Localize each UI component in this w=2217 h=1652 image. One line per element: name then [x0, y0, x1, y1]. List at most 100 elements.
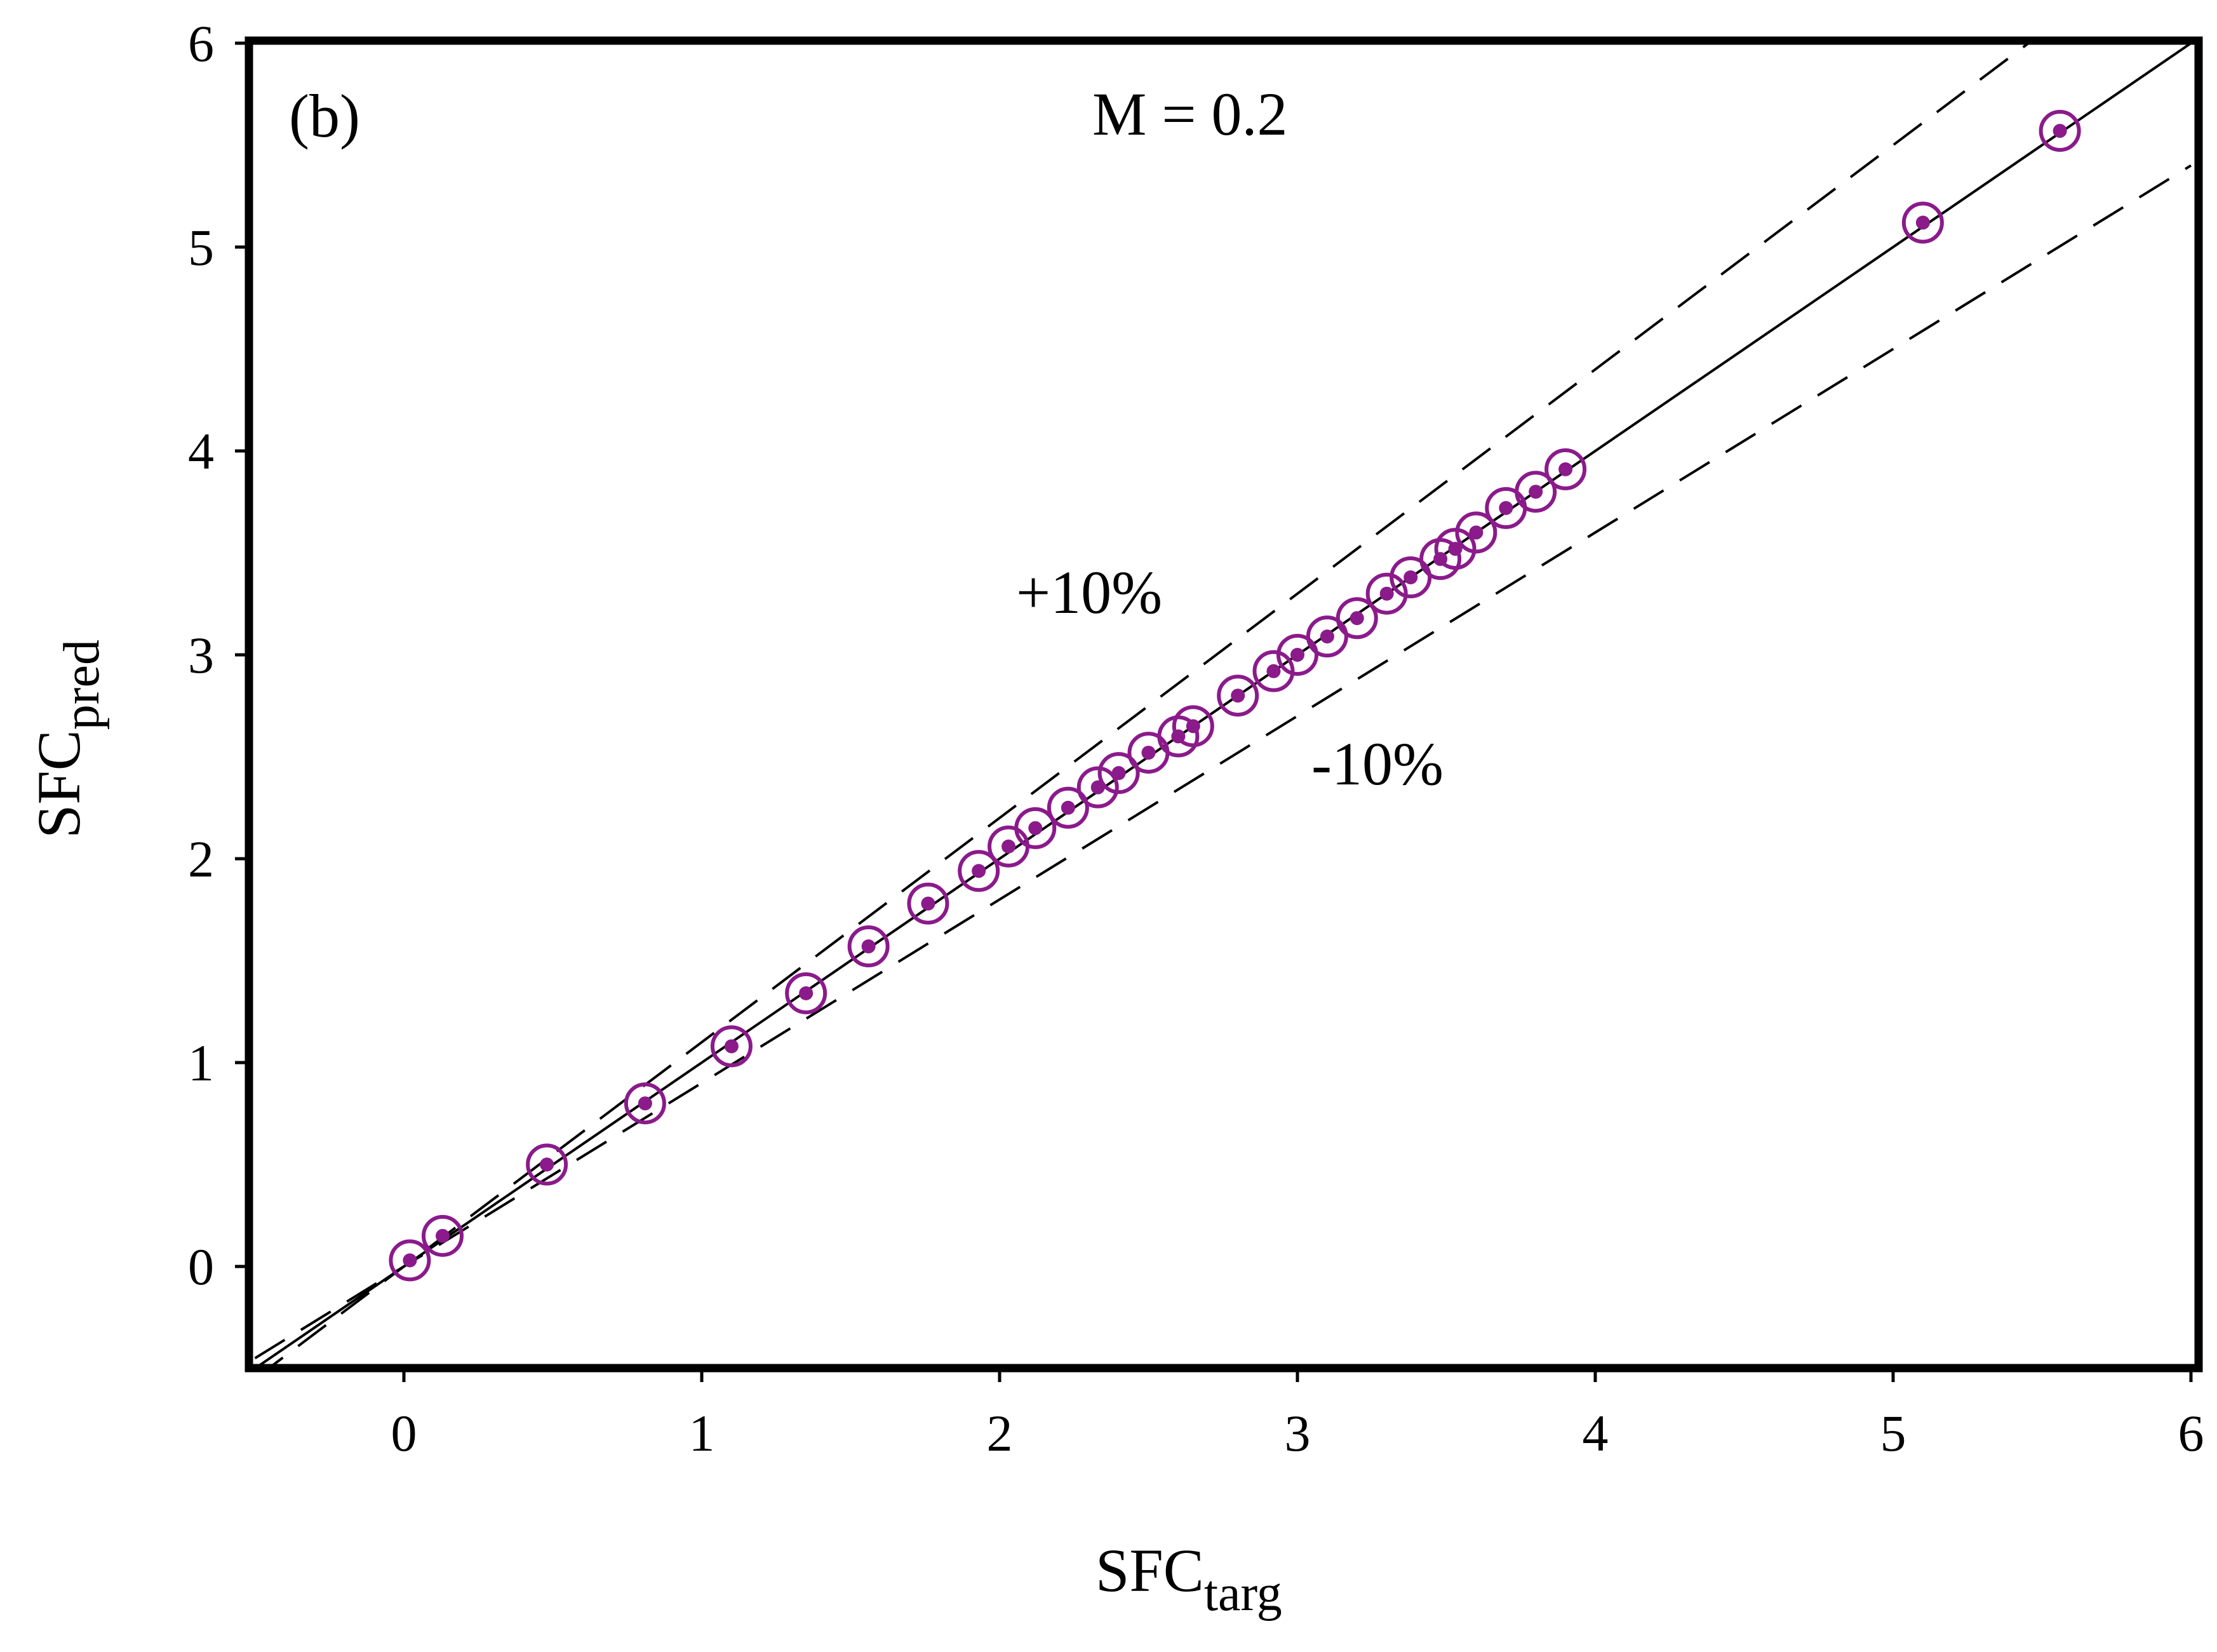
data-point — [1336, 597, 1378, 640]
y-axis-label: SFCpred — [25, 640, 110, 838]
x-axis-label: SFCtarg — [1095, 1536, 1282, 1622]
x-tick-label: 6 — [2178, 1404, 2204, 1462]
data-point-ring — [710, 1025, 753, 1068]
data-point-dot — [1001, 839, 1016, 854]
data-point-ring — [1097, 752, 1140, 795]
data-point-ring — [1076, 766, 1119, 809]
y-tick-label: 1 — [188, 1034, 214, 1092]
data-point-dot — [1028, 821, 1043, 835]
data-point-dot — [799, 986, 814, 1000]
data-point-dot — [972, 864, 986, 878]
data-point-dot — [921, 896, 935, 911]
data-point-dot — [2053, 124, 2067, 138]
reference-line-minus-10 — [254, 164, 2192, 1360]
data-point-dot — [1403, 570, 1418, 585]
data-point — [1252, 650, 1295, 692]
x-axis-label-sub: targ — [1204, 1566, 1282, 1622]
data-point-ring — [1336, 597, 1378, 640]
data-point — [421, 1214, 464, 1257]
data-point-ring — [624, 1082, 666, 1125]
data-point-ring — [1217, 675, 1259, 717]
y-axis-label-sub: pred — [54, 640, 110, 730]
data-point-dot — [1448, 542, 1463, 556]
x-axis-label-main: SFC — [1095, 1536, 1204, 1604]
y-tick-label: 3 — [188, 626, 214, 684]
y-tick-label: 2 — [188, 830, 214, 888]
data-point — [1544, 448, 1587, 490]
data-point — [1306, 615, 1348, 658]
data-point — [1901, 201, 1944, 244]
data-point-dot — [435, 1228, 450, 1243]
data-point — [1276, 634, 1318, 676]
y-tick-label: 6 — [188, 15, 214, 72]
data-point-dot — [1350, 611, 1364, 626]
data-point — [847, 925, 890, 968]
data-point — [1217, 675, 1259, 717]
data-point-dot — [1529, 485, 1543, 499]
data-point-dot — [1290, 648, 1304, 662]
y-tick-label: 5 — [188, 218, 214, 276]
data-point — [785, 972, 827, 1014]
data-point-ring — [421, 1214, 464, 1257]
data-point-dot — [1379, 586, 1394, 601]
reference-line-plus-10 — [267, 41, 2034, 1368]
x-tick-label: 1 — [689, 1404, 715, 1462]
data-point — [907, 882, 949, 925]
data-point-ring — [1252, 650, 1295, 692]
data-point — [1047, 786, 1089, 829]
chart-title: M = 0.2 — [1092, 80, 1288, 148]
minus-10-annotation: -10% — [1311, 730, 1443, 798]
y-axis-ticks: 0 1 2 3 4 5 6 — [188, 15, 249, 1296]
data-point-dot — [1061, 800, 1075, 815]
x-tick-label: 4 — [1583, 1404, 1609, 1462]
data-point-ring — [958, 850, 1000, 892]
plot-frame — [244, 36, 2203, 1373]
data-point-dot — [1499, 500, 1513, 515]
data-point-dot — [1915, 215, 1930, 230]
y-tick-label: 0 — [188, 1238, 214, 1296]
data-point-ring — [1544, 448, 1587, 490]
y-tick-label: 4 — [188, 422, 214, 480]
data-point-ring — [1455, 511, 1497, 554]
data-point-dot — [724, 1039, 739, 1054]
data-point-dot — [540, 1157, 554, 1172]
data-point-ring — [907, 882, 949, 925]
data-point-ring — [1014, 807, 1057, 849]
data-point-dot — [403, 1253, 417, 1268]
data-point — [958, 850, 1000, 892]
data-point — [710, 1025, 753, 1068]
data-point-dot — [1558, 462, 1573, 476]
data-point — [1455, 511, 1497, 554]
data-point — [1365, 572, 1408, 615]
data-point-dot — [1231, 688, 1245, 703]
data-point-ring — [389, 1239, 431, 1282]
x-tick-label: 3 — [1285, 1404, 1311, 1462]
data-point-ring — [847, 925, 890, 968]
data-point — [1172, 705, 1214, 748]
data-point-dot — [638, 1096, 652, 1111]
data-point-dot — [861, 939, 876, 954]
data-point-ring — [1306, 615, 1348, 658]
data-point — [624, 1082, 666, 1125]
data-point — [1434, 528, 1477, 570]
data-point-ring — [1172, 705, 1214, 748]
data-points — [389, 110, 2081, 1282]
plus-10-annotation: +10% — [1016, 558, 1162, 626]
data-point-ring — [1390, 556, 1432, 599]
y-axis-label-main: SFC — [25, 730, 93, 838]
data-point-dot — [1111, 766, 1126, 781]
data-point-dot — [1186, 719, 1200, 734]
data-point — [1097, 752, 1140, 795]
data-point — [2039, 110, 2081, 152]
data-point-ring — [1515, 471, 1557, 513]
data-point-dot — [1469, 525, 1484, 540]
x-tick-label: 2 — [987, 1404, 1013, 1462]
data-point — [1390, 556, 1432, 599]
data-point-ring — [526, 1143, 568, 1186]
data-point — [526, 1143, 568, 1186]
x-tick-label: 5 — [1880, 1404, 1906, 1462]
data-point-dot — [1141, 746, 1156, 760]
data-point-ring — [785, 972, 827, 1014]
data-point-ring — [1901, 201, 1944, 244]
